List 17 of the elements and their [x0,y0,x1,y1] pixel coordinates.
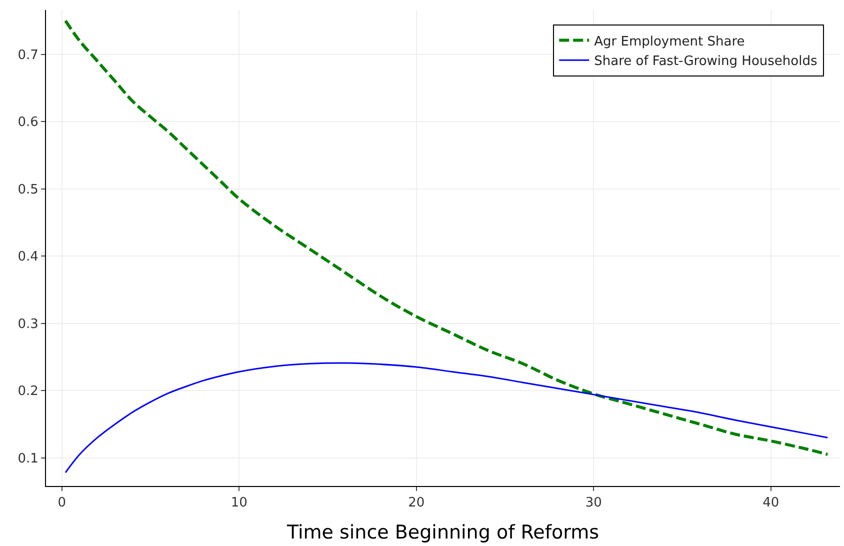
line-series [64,19,830,456]
y-tick-label: 0.5 [18,182,38,198]
x-tick-label: 10 [230,496,248,511]
y-tick-label: 0.2 [18,384,38,400]
legend-label: Share of Fast-Growing Households [594,54,818,70]
legend-label: Agr Employment Share [594,34,745,50]
x-tick-label: 40 [762,496,780,511]
y-tick-label: 0.1 [18,451,38,466]
y-tick-label: 0.6 [18,115,38,130]
x-axis-title: Time since Beginning of Reforms [286,521,600,544]
y-tick-label: 0.7 [18,48,38,63]
y-tick-label: 0.4 [18,250,38,265]
y-tick-label: 0.3 [18,316,38,332]
x-tick-label: 0 [58,496,66,511]
x-tick-label: 30 [585,496,602,511]
line-series [64,362,828,474]
x-tick-label: 20 [408,496,425,511]
